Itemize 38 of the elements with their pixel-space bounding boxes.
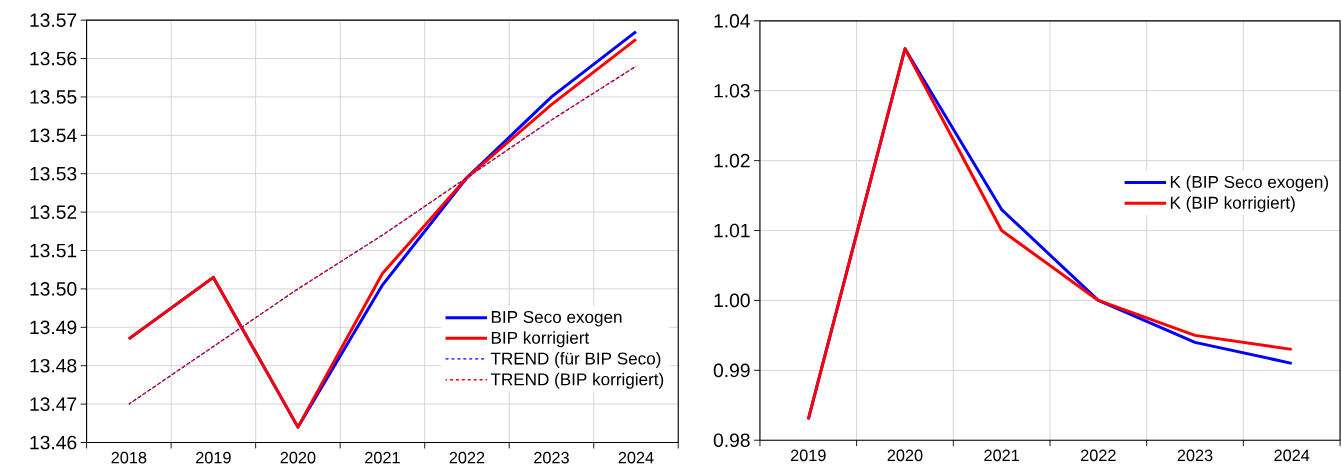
- y-tick-label: 13.49: [30, 320, 77, 335]
- y-tick-label: 1.03: [714, 83, 750, 98]
- legend-label: BIP Seco exogen: [491, 310, 622, 327]
- x-tick-label: 2019: [196, 451, 231, 464]
- y-tick-label: 1.02: [714, 153, 750, 168]
- y-tick-label: 13.57: [30, 13, 77, 27]
- y-tick-label: 1.01: [714, 223, 750, 238]
- x-tick-label: 2023: [534, 451, 569, 464]
- y-tick-label: 0.99: [713, 363, 750, 378]
- x-tick-label: 2023: [1177, 449, 1213, 462]
- y-tick-label: 13.53: [30, 166, 77, 181]
- y-tick-label: 13.56: [30, 51, 77, 66]
- legend-label: TREND (BIP korrigiert): [490, 372, 664, 389]
- legend-label: TREND (für BIP Seco): [490, 351, 661, 368]
- y-tick-label: 13.47: [30, 397, 77, 411]
- legend-label: K (BIP korrigiert): [1170, 196, 1295, 213]
- y-tick-label: 1.00: [714, 293, 750, 308]
- y-tick-label: 13.48: [30, 358, 77, 373]
- x-tick-label: 2021: [984, 449, 1019, 462]
- y-tick-label: 13.52: [30, 205, 77, 219]
- x-tick-label: 2022: [449, 451, 485, 464]
- x-tick-label: 2024: [1274, 449, 1310, 462]
- y-tick-label: 13.51: [30, 243, 77, 258]
- y-tick-label: 13.46: [30, 435, 77, 450]
- x-tick-label: 2022: [1081, 449, 1116, 462]
- y-tick-label: 13.55: [30, 90, 77, 104]
- x-tick-label: 2021: [365, 451, 400, 464]
- legend-label: BIP korrigiert: [491, 331, 590, 348]
- x-tick-label: 2020: [280, 451, 316, 464]
- x-tick-label: 2019: [790, 449, 826, 462]
- x-tick-label: 2018: [111, 451, 147, 464]
- y-tick-label: 1.04: [714, 13, 750, 28]
- x-tick-label: 2024: [618, 451, 654, 464]
- legend-label: K (BIP Seco exogen): [1170, 175, 1329, 192]
- y-tick-label: 0.98: [713, 433, 750, 447]
- y-tick-label: 13.50: [30, 281, 77, 296]
- x-tick-label: 2020: [887, 449, 923, 462]
- y-tick-label: 13.54: [30, 128, 77, 143]
